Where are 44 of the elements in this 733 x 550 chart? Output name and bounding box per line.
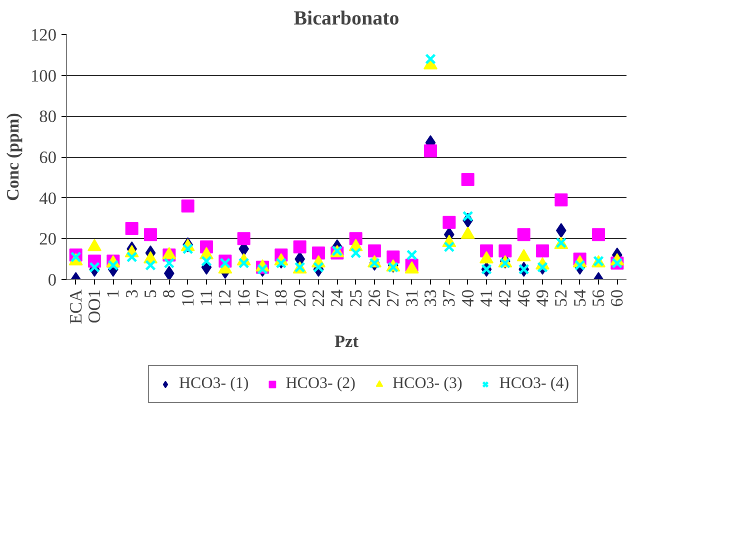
x-tick-label: 16	[234, 289, 254, 307]
x-tick-label: 46	[514, 289, 534, 307]
x-axis-title: Pzt	[334, 332, 359, 352]
x-tick-label: 56	[589, 289, 608, 307]
y-tick-label: 100	[30, 66, 57, 86]
y-tick-label: 20	[39, 230, 56, 249]
y-tick-label: 0	[48, 270, 57, 290]
chart-title: Bicarbonato	[294, 8, 400, 30]
x-tick-label: 24	[328, 289, 347, 307]
x-tick-label: OO1	[85, 289, 104, 324]
x-tick-label: 11	[197, 289, 216, 306]
x-tick-label: 31	[402, 290, 422, 307]
x-tick-label: 12	[216, 290, 235, 307]
x-tick-label: 22	[309, 290, 328, 307]
y-tick-label: 120	[30, 26, 57, 44]
x-tick-label: 37	[440, 289, 459, 307]
x-tick-label: 41	[477, 290, 496, 307]
x-tick-label: 18	[272, 290, 291, 307]
x-tick-label: 1	[104, 289, 123, 298]
x-tick-label: 40	[458, 290, 478, 307]
x-tick-label: 33	[421, 290, 440, 307]
legend-label: HCO3- (3)	[392, 375, 462, 393]
x-tick-label: 42	[496, 290, 515, 307]
legend-label: HCO3- (2)	[286, 375, 356, 393]
x-tick-label: 5	[141, 289, 160, 298]
y-axis-title: Conc (ppm)	[4, 112, 23, 202]
x-tick-label: 17	[253, 289, 272, 307]
legend-label: HCO3- (1)	[178, 375, 249, 393]
x-tick-label: 49	[533, 290, 552, 307]
x-tick-label: 52	[552, 290, 571, 307]
x-tick-label: 8	[160, 289, 179, 298]
x-tick-label: 20	[290, 290, 310, 307]
x-tick-label: 54	[570, 289, 590, 307]
x-tick-label: 27	[384, 289, 403, 307]
legend-label: HCO3- (4)	[499, 375, 570, 393]
y-tick-label: 60	[39, 148, 56, 167]
y-tick-label: 80	[39, 107, 56, 126]
y-tick-label: 40	[39, 188, 56, 208]
x-tick-label: 25	[346, 290, 366, 307]
x-tick-label: 26	[365, 289, 384, 307]
x-tick-label: 3	[122, 289, 142, 298]
x-tick-label: ECA	[66, 289, 86, 324]
x-tick-label: 10	[178, 290, 198, 307]
x-tick-label: 60	[608, 290, 627, 307]
